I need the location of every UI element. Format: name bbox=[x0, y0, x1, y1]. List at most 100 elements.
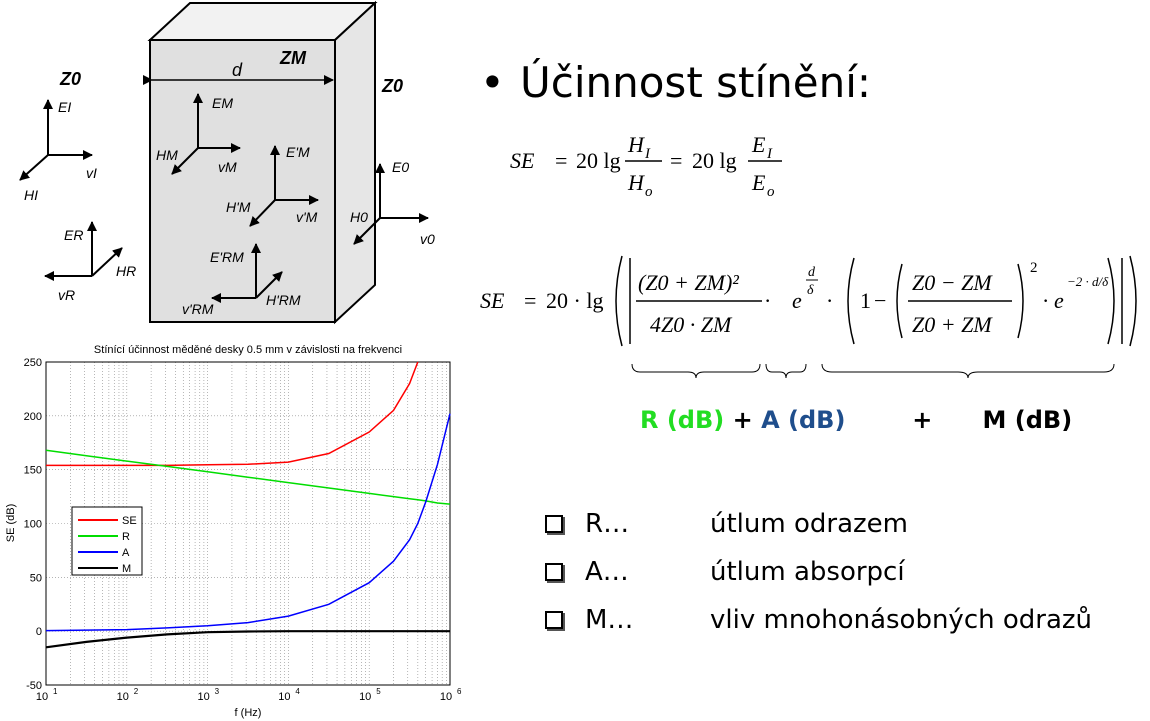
series-line-r bbox=[45, 449, 451, 505]
term-labels: R (dB) + A (dB) + M (dB) bbox=[640, 406, 1072, 434]
x-tick-label: 10 bbox=[117, 691, 129, 703]
svg-text:E: E bbox=[751, 132, 766, 157]
svg-text:SE: SE bbox=[480, 288, 505, 313]
term-plus-1: + bbox=[732, 406, 753, 434]
definition-text: útlum odrazem bbox=[710, 509, 908, 539]
formula-1: SE = 20 lg H I H o = 20 lg E I E o bbox=[510, 132, 782, 200]
svg-text:o: o bbox=[645, 184, 653, 200]
x-tick-exponent: 2 bbox=[134, 687, 139, 696]
x-tick-label: 10 bbox=[197, 691, 209, 703]
plot-frame bbox=[45, 361, 451, 686]
definition-abbr: A… bbox=[585, 557, 629, 587]
legend-label: SE bbox=[122, 515, 137, 527]
legend-label: A bbox=[122, 547, 130, 559]
term-m: M (dB) bbox=[982, 406, 1073, 434]
svg-text:20 · lg: 20 · lg bbox=[546, 288, 603, 313]
svg-text:·: · bbox=[826, 288, 833, 313]
svg-text:=: = bbox=[670, 148, 682, 173]
svg-text:·: · bbox=[1042, 288, 1049, 313]
formula-2: SE = 20 · lg (Z0 + ZM)² 4Z0 · ZM · e d δ… bbox=[480, 255, 1137, 347]
y-tick-label: 150 bbox=[24, 465, 42, 477]
svg-text:2: 2 bbox=[1030, 260, 1038, 276]
x-tick-label: 10 bbox=[36, 691, 48, 703]
checkbox-icon bbox=[545, 611, 563, 629]
y-tick-label: -50 bbox=[26, 680, 42, 692]
svg-text:I: I bbox=[766, 146, 773, 162]
svg-text:HI: HI bbox=[24, 187, 38, 203]
svg-text:EI: EI bbox=[58, 99, 71, 115]
svg-text:o: o bbox=[767, 184, 775, 200]
right-impedance-label: Z0 bbox=[381, 76, 403, 96]
series-line-se bbox=[46, 361, 419, 467]
svg-text:I: I bbox=[644, 146, 651, 162]
svg-text:−: − bbox=[874, 288, 886, 313]
definition-a: A… útlum absorpcí bbox=[545, 548, 1092, 596]
svg-text:E'M: E'M bbox=[286, 144, 310, 160]
formulas: SE = 20 lg H I H o = 20 lg E I E o SE = … bbox=[480, 132, 1137, 378]
incident-wave-vectors: EI vI HI bbox=[19, 99, 97, 203]
y-tick-label: 50 bbox=[30, 572, 42, 584]
definition-r: R… útlum odrazem bbox=[545, 500, 1092, 548]
term-definitions: R… útlum odrazem A… útlum absorpcí M… vl… bbox=[545, 500, 1092, 644]
svg-text:vR: vR bbox=[58, 287, 75, 303]
svg-text:−2 · d/δ: −2 · d/δ bbox=[1067, 274, 1109, 289]
shielding-chart: Stínící účinnost měděné desky 0.5 mm v z… bbox=[5, 344, 462, 719]
wall bbox=[147, 0, 378, 325]
svg-text:E: E bbox=[751, 170, 766, 195]
term-braces bbox=[631, 363, 1115, 378]
svg-text:v'RM: v'RM bbox=[182, 301, 214, 317]
y-axis-ticks: -50 0 50 100 150 200 250 bbox=[24, 357, 42, 692]
x-tick-exponent: 1 bbox=[53, 687, 58, 696]
term-plus-2: + bbox=[912, 406, 933, 434]
checkbox-icon bbox=[545, 563, 563, 581]
svg-text:H: H bbox=[627, 132, 645, 157]
legend-label: M bbox=[122, 563, 131, 575]
svg-text:E0: E0 bbox=[392, 159, 409, 175]
svg-text:HM: HM bbox=[156, 147, 178, 163]
heading-text: Účinnost stínění: bbox=[520, 58, 872, 107]
legend-label: R bbox=[122, 531, 130, 543]
definition-m: M… vliv mnohonásobných odrazů bbox=[545, 596, 1092, 644]
svg-text:e: e bbox=[792, 288, 802, 313]
y-tick-label: 0 bbox=[36, 626, 42, 638]
y-tick-label: 250 bbox=[24, 357, 42, 369]
thickness-label: d bbox=[232, 60, 243, 80]
y-tick-label: 200 bbox=[24, 411, 42, 423]
x-tick-exponent: 5 bbox=[376, 687, 381, 696]
svg-text:v'M: v'M bbox=[296, 209, 318, 225]
svg-text:=: = bbox=[555, 148, 567, 173]
definition-text: vliv mnohonásobných odrazů bbox=[710, 605, 1093, 635]
reflected-wave-vectors: ER HR vR bbox=[44, 221, 136, 303]
heading-bullet: • bbox=[480, 58, 505, 107]
inside-forward-vectors: EM HM vM bbox=[156, 93, 241, 175]
x-tick-exponent: 6 bbox=[457, 687, 462, 696]
transmitted-wave-vectors: E0 H0 v0 bbox=[350, 159, 435, 247]
svg-text:vI: vI bbox=[86, 165, 97, 181]
svg-text:20 lg: 20 lg bbox=[692, 148, 737, 173]
definition-abbr: M… bbox=[585, 605, 634, 635]
checkbox-icon bbox=[545, 515, 563, 533]
x-axis-ticks: 10 1 10 2 10 3 10 4 10 5 10 6 bbox=[36, 687, 462, 703]
svg-text:·: · bbox=[764, 288, 771, 313]
chart-legend: SE RAM bbox=[71, 506, 143, 576]
x-tick-label: 10 bbox=[359, 691, 371, 703]
series-line-m bbox=[45, 630, 450, 649]
inside-multi-reflection-vectors: E'RM H'RM v'RM bbox=[182, 243, 301, 317]
inside-backward-vectors: E'M H'M v'M bbox=[226, 144, 319, 227]
svg-text:d: d bbox=[808, 265, 816, 280]
svg-text:E'RM: E'RM bbox=[210, 249, 244, 265]
chart-series bbox=[45, 361, 451, 649]
y-tick-label: 100 bbox=[24, 519, 42, 531]
svg-text:H: H bbox=[627, 170, 645, 195]
shielding-wall-diagram: d ZM Z0 Z0 EI vI HI ER HR vR EM HM vM E'… bbox=[19, 0, 435, 325]
term-r: R (dB) bbox=[640, 406, 725, 434]
svg-text:4Z0 · ZM: 4Z0 · ZM bbox=[650, 312, 733, 337]
svg-text:=: = bbox=[524, 288, 536, 313]
x-tick-exponent: 4 bbox=[295, 687, 300, 696]
definition-abbr: R… bbox=[585, 509, 630, 539]
svg-text:20 lg: 20 lg bbox=[576, 148, 621, 173]
svg-text:H'RM: H'RM bbox=[266, 292, 301, 308]
wall-impedance-label: ZM bbox=[279, 48, 307, 68]
svg-text:v0: v0 bbox=[420, 231, 435, 247]
svg-text:HR: HR bbox=[116, 263, 136, 279]
